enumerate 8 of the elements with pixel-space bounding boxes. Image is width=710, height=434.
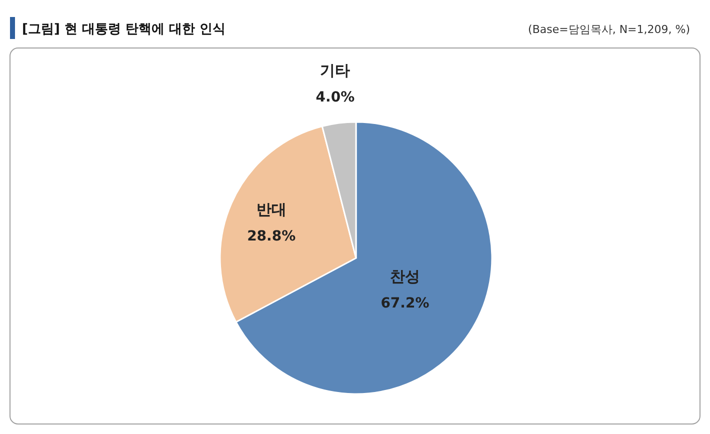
text: (Base=담임목사, N=1,209, %) — [528, 23, 690, 36]
slice-label: 반대 — [256, 200, 286, 219]
data-label: 4.0% — [316, 89, 355, 106]
data-label: 67.2% — [380, 295, 430, 312]
chart-title: [그림] 현 대통령 탄핵에 대한 인식 — [22, 22, 226, 37]
slice-label: 찬성 — [390, 267, 420, 286]
data-label: 28.8% — [247, 228, 296, 245]
slice-label: 기타 — [320, 61, 350, 80]
